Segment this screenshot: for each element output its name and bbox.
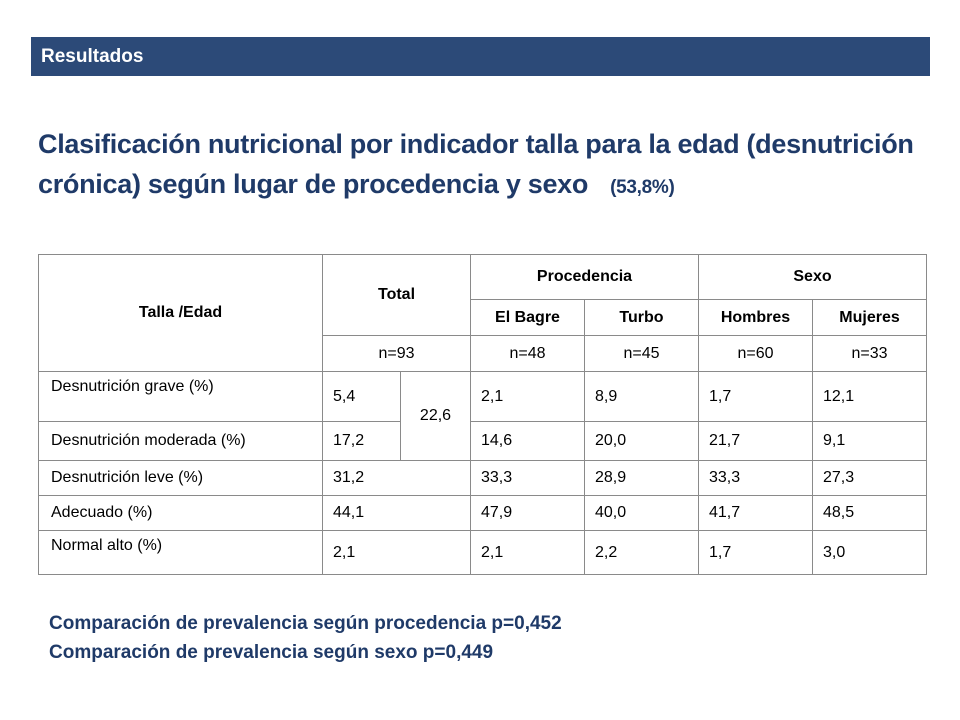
cell-hombres: 21,7 xyxy=(698,421,813,461)
cell-total: 44,1 xyxy=(322,495,471,531)
comparison-notes: Comparación de prevalencia según procede… xyxy=(49,609,562,667)
row-label: Adecuado (%) xyxy=(38,495,323,531)
cell-turbo: 28,9 xyxy=(584,460,699,496)
cell-mujeres: 12,1 xyxy=(812,371,927,422)
table-row: Desnutrición grave (%) 5,4 22,6 2,1 8,9 … xyxy=(38,371,927,461)
section-banner: Resultados xyxy=(31,37,930,76)
cell-turbo: 8,9 xyxy=(584,371,699,422)
table-row: Adecuado (%) 44,1 47,9 40,0 41,7 48,5 xyxy=(38,495,927,531)
cell-hombres: 41,7 xyxy=(698,495,813,531)
cell-mujeres: 48,5 xyxy=(812,495,927,531)
row-label: Desnutrición moderada (%) xyxy=(38,421,323,461)
results-table: Talla /Edad Total Procedencia Sexo El Ba… xyxy=(38,254,927,575)
header-total: Total xyxy=(322,254,471,336)
header-sexo: Sexo xyxy=(698,254,927,300)
cell-turbo: 40,0 xyxy=(584,495,699,531)
section-title: Resultados xyxy=(41,46,144,67)
note-procedencia: Comparación de prevalencia según procede… xyxy=(49,613,562,634)
cell-total: 17,2 xyxy=(322,421,401,461)
row-label: Desnutrición grave (%) xyxy=(38,371,323,422)
title-line-2-text: crónica) según lugar de procedencia y se… xyxy=(38,169,589,199)
cell-total: 2,1 xyxy=(322,530,471,575)
title-line-2: crónica) según lugar de procedencia y se… xyxy=(38,164,928,208)
cell-total: 31,2 xyxy=(322,460,471,496)
cell-hombres: 1,7 xyxy=(698,371,813,422)
n-el-bagre: n=48 xyxy=(470,335,585,372)
n-total: n=93 xyxy=(322,335,471,372)
table-row: Desnutrición leve (%) 31,2 33,3 28,9 33,… xyxy=(38,460,927,496)
n-hombres: n=60 xyxy=(698,335,813,372)
header-procedencia: Procedencia xyxy=(470,254,699,300)
header-mujeres: Mujeres xyxy=(812,299,927,336)
cell-turbo: 2,2 xyxy=(584,530,699,575)
cell-mujeres: 9,1 xyxy=(812,421,927,461)
cell-total: 5,4 xyxy=(322,371,401,422)
cell-mujeres: 27,3 xyxy=(812,460,927,496)
slide-title: Clasificación nutricional por indicador … xyxy=(38,124,928,208)
cell-el-bagre: 2,1 xyxy=(470,371,585,422)
header-talla-edad: Talla /Edad xyxy=(38,254,323,372)
row-label: Normal alto (%) xyxy=(38,530,323,575)
table-row: Desnutrición moderada (%) 17,2 14,6 20,0… xyxy=(38,421,927,461)
row-label: Desnutrición leve (%) xyxy=(38,460,323,496)
cell-el-bagre: 2,1 xyxy=(470,530,585,575)
cell-el-bagre: 14,6 xyxy=(470,421,585,461)
cell-mujeres: 3,0 xyxy=(812,530,927,575)
cell-el-bagre: 33,3 xyxy=(470,460,585,496)
cell-turbo: 20,0 xyxy=(584,421,699,461)
n-mujeres: n=33 xyxy=(812,335,927,372)
table-row: Normal alto (%) 2,1 2,1 2,2 1,7 3,0 xyxy=(38,530,927,575)
cell-hombres: 33,3 xyxy=(698,460,813,496)
note-sexo: Comparación de prevalencia según sexo p=… xyxy=(49,642,494,663)
cell-total-merged: 22,6 xyxy=(400,371,471,461)
title-line-1: Clasificación nutricional por indicador … xyxy=(38,129,914,159)
cell-hombres: 1,7 xyxy=(698,530,813,575)
header-el-bagre: El Bagre xyxy=(470,299,585,336)
cell-el-bagre: 47,9 xyxy=(470,495,585,531)
n-turbo: n=45 xyxy=(584,335,699,372)
header-turbo: Turbo xyxy=(584,299,699,336)
title-percent: (53,8%) xyxy=(610,177,675,198)
header-hombres: Hombres xyxy=(698,299,813,336)
